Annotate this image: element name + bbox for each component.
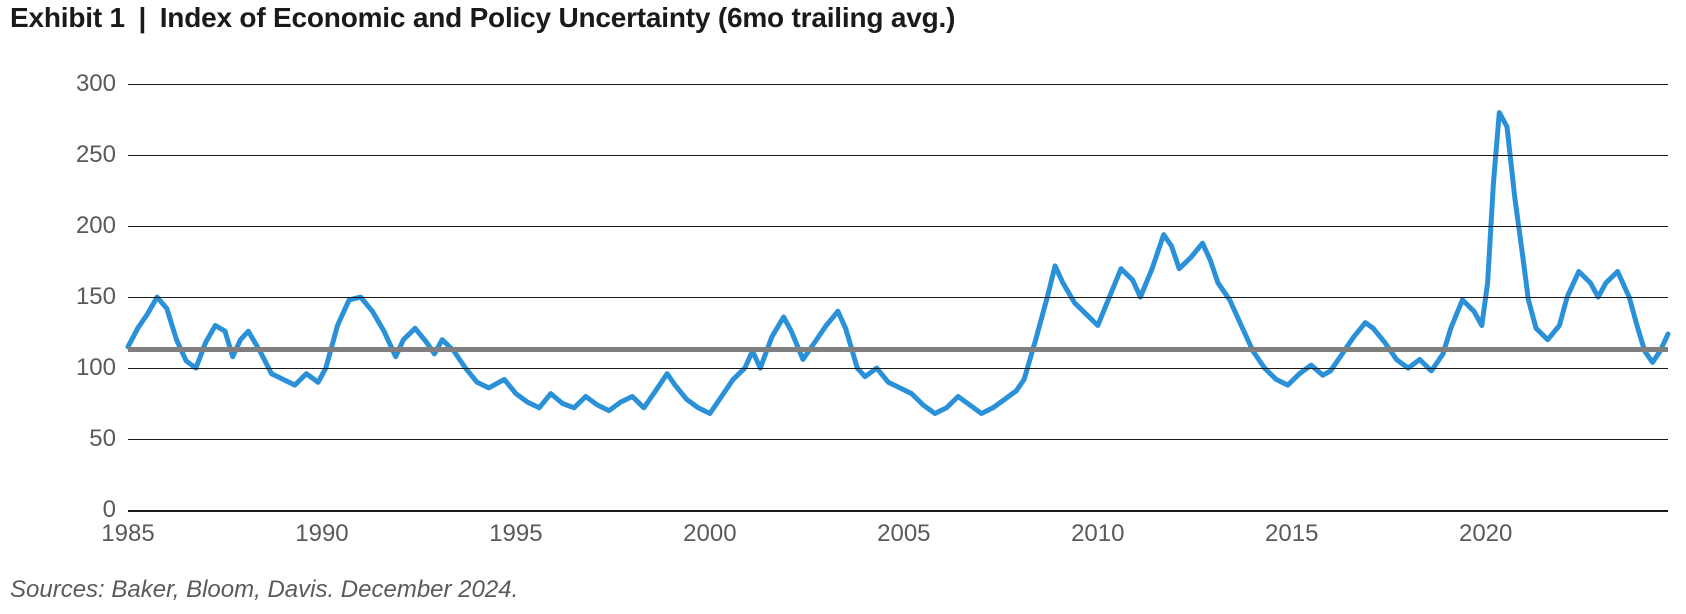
y-tick-label: 150	[76, 283, 128, 311]
x-tick-label: 2020	[1459, 510, 1512, 548]
y-gridline	[128, 368, 1668, 369]
y-tick-label: 250	[76, 141, 128, 169]
plot-area: 0501001502002503001985199019952000200520…	[128, 70, 1668, 510]
y-tick-label: 200	[76, 212, 128, 240]
chart-title: Exhibit 1 | Index of Economic and Policy…	[10, 2, 955, 34]
x-tick-label: 1995	[489, 510, 542, 548]
y-gridline	[128, 84, 1668, 85]
line-series	[128, 70, 1668, 510]
y-gridline	[128, 297, 1668, 298]
title-separator: |	[132, 2, 152, 33]
title-text: Index of Economic and Policy Uncertainty…	[160, 2, 956, 33]
average-line	[128, 347, 1668, 352]
x-tick-label: 1990	[295, 510, 348, 548]
y-tick-label: 50	[89, 425, 128, 453]
x-tick-label: 2005	[877, 510, 930, 548]
y-gridline	[128, 439, 1668, 440]
x-tick-label: 2000	[683, 510, 736, 548]
y-tick-label: 100	[76, 354, 128, 382]
y-gridline	[128, 226, 1668, 227]
y-gridline	[128, 155, 1668, 156]
y-tick-label: 300	[76, 70, 128, 98]
x-tick-label: 1985	[101, 510, 154, 548]
x-tick-label: 2015	[1265, 510, 1318, 548]
exhibit-number: Exhibit 1	[10, 2, 125, 33]
x-tick-label: 2010	[1071, 510, 1124, 548]
source-note: Sources: Baker, Bloom, Davis. December 2…	[10, 576, 518, 604]
